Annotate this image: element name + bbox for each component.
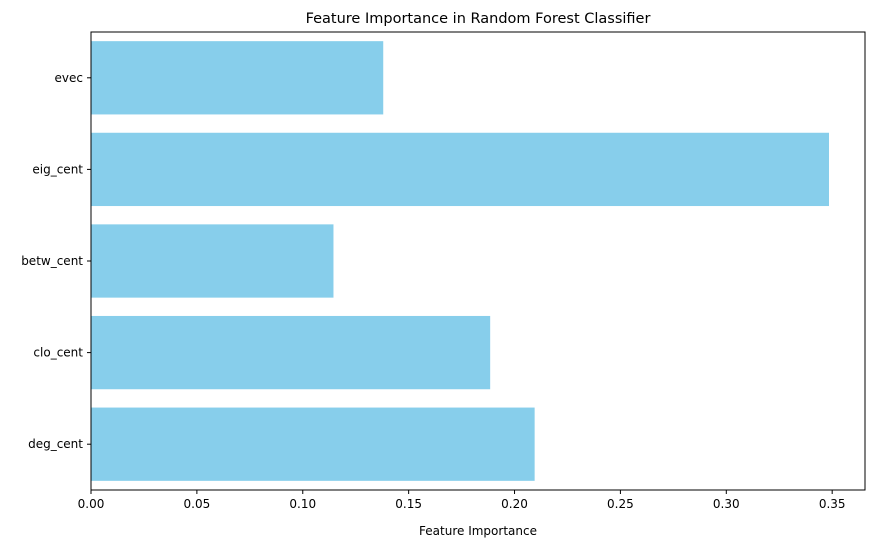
bar-eig_cent bbox=[91, 132, 829, 207]
x-axis: 0.00 0.05 0.10 0.15 0.20 0.25 0.30 0.35 bbox=[78, 490, 846, 511]
x-tick-label: 0.25 bbox=[607, 497, 634, 511]
x-tick-label: 0.35 bbox=[819, 497, 846, 511]
x-tick-label: 0.05 bbox=[184, 497, 211, 511]
y-tick-label-eig_cent: eig_cent bbox=[32, 162, 83, 176]
bar-betw_cent bbox=[91, 224, 334, 298]
y-tick-label-betw_cent: betw_cent bbox=[21, 254, 83, 268]
bars-group bbox=[91, 41, 829, 481]
x-tick-label: 0.15 bbox=[395, 497, 422, 511]
bar-evec bbox=[91, 41, 384, 115]
chart-title: Feature Importance in Random Forest Clas… bbox=[306, 11, 651, 27]
x-axis-title: Feature Importance bbox=[419, 524, 537, 538]
y-axis: deg_cent clo_cent betw_cent eig_cent evec bbox=[21, 71, 91, 451]
bar-deg_cent bbox=[91, 407, 535, 481]
x-tick-label: 0.30 bbox=[713, 497, 740, 511]
x-tick-label: 0.10 bbox=[289, 497, 316, 511]
y-tick-label-evec: evec bbox=[55, 71, 83, 85]
y-tick-label-clo_cent: clo_cent bbox=[33, 346, 83, 360]
x-tick-label: 0.00 bbox=[78, 497, 105, 511]
y-tick-label-deg_cent: deg_cent bbox=[28, 437, 83, 451]
bar-clo_cent bbox=[91, 315, 491, 390]
x-tick-label: 0.20 bbox=[501, 497, 528, 511]
